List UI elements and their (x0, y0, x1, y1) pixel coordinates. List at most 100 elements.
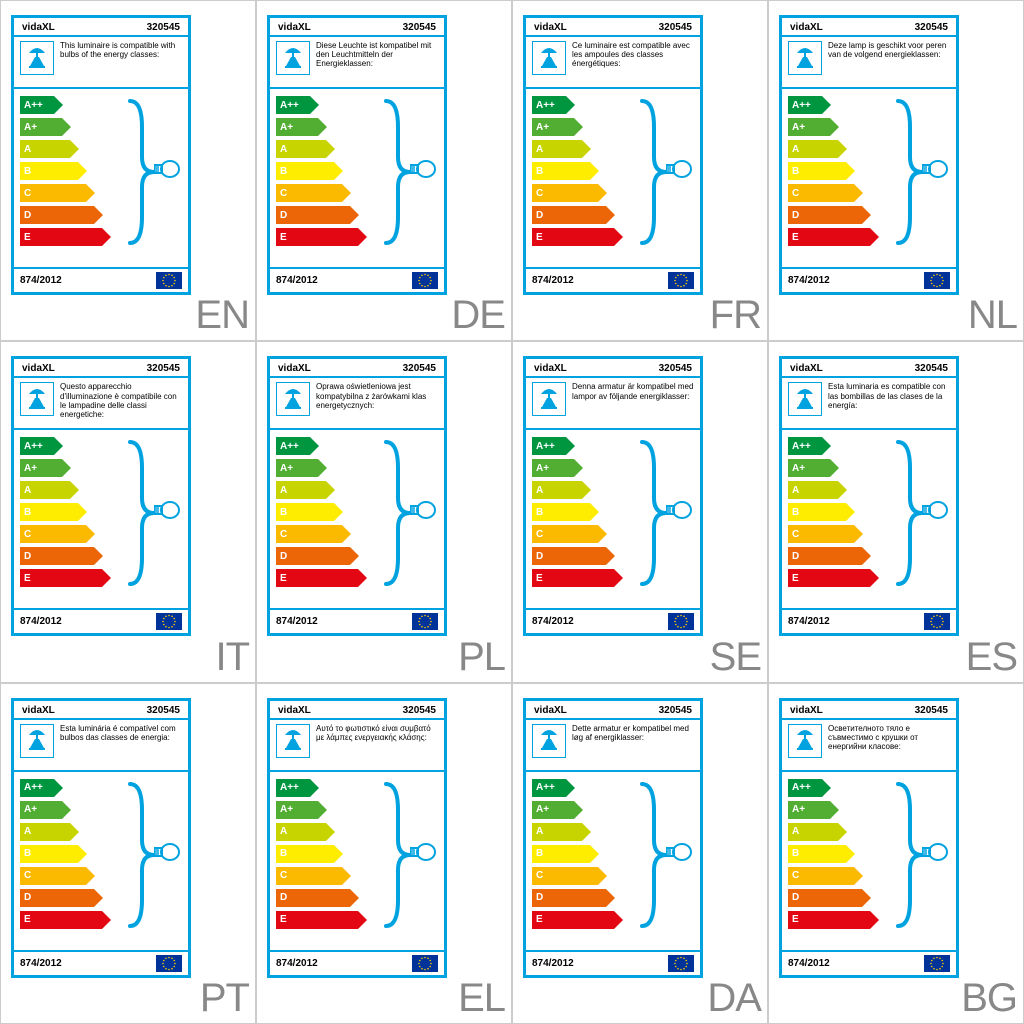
compatibility-text: Ce luminaire est compatible avec les amp… (572, 41, 694, 69)
energy-class-arrow: A (20, 481, 70, 499)
energy-class-row: A+ (20, 117, 184, 137)
label-footer: 874/2012 (14, 608, 188, 633)
energy-class-name: B (536, 848, 543, 859)
energy-class-row: A+ (20, 800, 184, 820)
energy-class-arrow: D (20, 206, 94, 224)
label-info: Deze lamp is geschikt voor peren van de … (782, 37, 956, 89)
brand-text: vidaXL (22, 22, 55, 33)
compatibility-text: Dette armatur er kompatibel med løg af e… (572, 724, 694, 742)
energy-class-name: D (24, 892, 31, 903)
lamp-icon (792, 384, 818, 415)
energy-class-name: B (280, 848, 287, 859)
energy-class-row: E (532, 227, 696, 247)
energy-class-name: A+ (792, 804, 805, 815)
lamp-icon (280, 43, 306, 74)
energy-class-name: E (24, 232, 31, 243)
compatibility-text: This luminaire is compatible with bulbs … (60, 41, 182, 59)
energy-class-row: A++ (276, 436, 440, 456)
lamp-icon-box (276, 382, 310, 416)
energy-class-row: D (20, 888, 184, 908)
energy-class-arrow: C (532, 525, 598, 543)
energy-label-cell: vidaXL 320545 Esta luminária é compatíve… (0, 683, 256, 1024)
energy-class-arrow: B (532, 503, 590, 521)
brand-text: vidaXL (22, 705, 55, 716)
brace-icon (382, 438, 412, 588)
energy-class-name: A++ (792, 441, 811, 452)
label-info: Αυτό το φωτιστικό είναι συμβατό με λάμπε… (270, 720, 444, 772)
eu-flag-icon (156, 955, 182, 972)
energy-class-name: D (24, 551, 31, 562)
energy-class-arrow: E (532, 911, 614, 929)
energy-class-row: A+ (788, 800, 952, 820)
energy-class-row: E (276, 227, 440, 247)
energy-class-name: A (536, 485, 543, 496)
energy-class-name: E (536, 573, 543, 584)
label-footer: 874/2012 (782, 267, 956, 292)
energy-class-name: A++ (24, 782, 43, 793)
energy-class-arrow: C (20, 867, 86, 885)
label-footer: 874/2012 (270, 608, 444, 633)
energy-class-arrow: C (276, 867, 342, 885)
compatibility-text: Esta luminária é compatível com bulbos d… (60, 724, 182, 742)
energy-class-arrow: D (532, 547, 606, 565)
energy-class-name: D (792, 210, 799, 221)
energy-class-row: A+ (788, 117, 952, 137)
energy-class-row: A++ (20, 95, 184, 115)
brace-icon (126, 97, 156, 247)
energy-class-row: E (276, 568, 440, 588)
energy-class-name: A++ (792, 100, 811, 111)
language-code: NL (968, 293, 1017, 338)
energy-class-name: A+ (536, 804, 549, 815)
energy-class-name: A (280, 485, 287, 496)
energy-class-name: C (280, 870, 287, 881)
energy-class-row: A++ (788, 436, 952, 456)
energy-class-arrow: E (788, 569, 870, 587)
energy-class-name: D (792, 551, 799, 562)
regulation-text: 874/2012 (788, 616, 830, 627)
energy-class-arrow: D (532, 889, 606, 907)
energy-label-cell: vidaXL 320545 Dette armatur er kompatibe… (512, 683, 768, 1024)
brand-text: vidaXL (534, 22, 567, 33)
energy-class-name: A+ (280, 804, 293, 815)
energy-class-arrow: C (788, 867, 854, 885)
energy-class-arrow: B (788, 845, 846, 863)
energy-class-name: C (24, 529, 31, 540)
language-code: SE (710, 635, 761, 680)
energy-class-row: C (276, 183, 440, 203)
energy-class-row: A+ (20, 458, 184, 478)
energy-class-name: D (536, 892, 543, 903)
eu-flag-icon (924, 272, 950, 289)
energy-class-name: A+ (536, 463, 549, 474)
energy-class-arrow: B (20, 503, 78, 521)
lamp-icon-box (20, 724, 54, 758)
label-header: vidaXL 320545 (270, 18, 444, 37)
energy-class-name: C (536, 188, 543, 199)
energy-class-arrow: E (276, 911, 358, 929)
energy-class-row: A++ (20, 436, 184, 456)
energy-class-name: A+ (24, 463, 37, 474)
label-header: vidaXL 320545 (526, 359, 700, 378)
brand-text: vidaXL (278, 705, 311, 716)
energy-class-arrow: D (788, 206, 862, 224)
energy-class-arrow: B (20, 162, 78, 180)
energy-class-arrow: C (276, 525, 342, 543)
brand-text: vidaXL (790, 363, 823, 374)
compatibility-text: Αυτό το φωτιστικό είναι συμβατό με λάμπε… (316, 724, 438, 742)
energy-label-cell: vidaXL 320545 Αυτό το φωτιστικό είναι συ… (256, 683, 512, 1024)
compatibility-text: Diese Leuchte ist kompatibel mit den Leu… (316, 41, 438, 69)
energy-class-row: E (788, 568, 952, 588)
energy-class-name: A++ (280, 782, 299, 793)
eu-flag-icon (412, 613, 438, 630)
label-info: Diese Leuchte ist kompatibel mit den Leu… (270, 37, 444, 89)
label-info: Осветителното тяло е съвместимо с крушки… (782, 720, 956, 772)
energy-class-arrow: B (532, 162, 590, 180)
label-header: vidaXL 320545 (14, 359, 188, 378)
energy-class-row: A (276, 480, 440, 500)
lamp-icon (536, 43, 562, 74)
energy-class-row: A (20, 822, 184, 842)
energy-class-name: A++ (280, 441, 299, 452)
energy-label-cell: vidaXL 320545 Esta luminaria es compatib… (768, 341, 1024, 682)
bulb-icon (410, 159, 438, 184)
energy-class-row: A (788, 139, 952, 159)
regulation-text: 874/2012 (20, 958, 62, 969)
